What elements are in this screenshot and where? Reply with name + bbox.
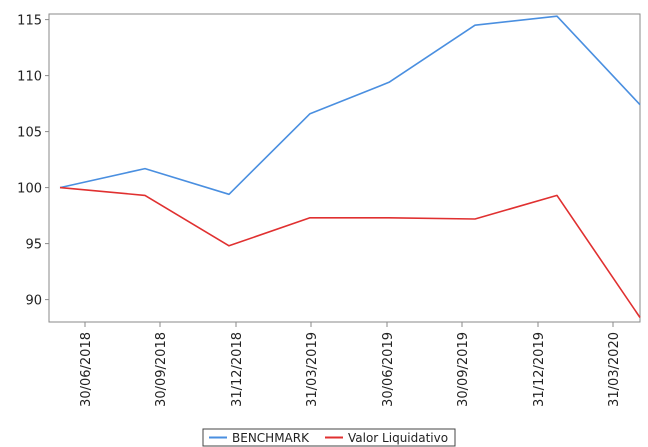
series-layer	[59, 15, 641, 318]
x-tick-label: 31/03/2020	[607, 332, 622, 407]
legend-label-benchmark: BENCHMARK	[232, 431, 310, 445]
y-tick-label: 90	[25, 294, 42, 309]
x-tick-label: 30/09/2018	[154, 332, 169, 407]
x-tick-label: 31/12/2018	[230, 332, 245, 407]
legend: BENCHMARK Valor Liquidativo	[202, 428, 456, 447]
y-tick-label: 105	[17, 126, 42, 141]
series-line-valor-liquidativo	[59, 186, 641, 318]
y-tick-label: 110	[17, 70, 42, 85]
x-tick-label: 31/03/2019	[305, 332, 320, 407]
legend-label-valor-liquidativo: Valor Liquidativo	[348, 431, 448, 445]
plot-area	[48, 13, 641, 323]
x-axis: 30/06/2018 30/09/2018 31/12/2018 31/03/2019…	[79, 322, 622, 407]
y-tick-label: 95	[25, 238, 42, 253]
y-tick-label: 100	[17, 182, 42, 197]
x-tick-label: 30/06/2018	[79, 332, 94, 407]
x-tick-label: 30/09/2019	[456, 332, 471, 407]
series-line-benchmark	[59, 15, 641, 196]
x-tick-label: 31/12/2019	[532, 332, 547, 407]
x-tick-label: 30/06/2019	[381, 332, 396, 407]
y-axis: 90 95 100 105 110 115	[17, 14, 49, 309]
y-tick-label: 115	[17, 14, 42, 29]
